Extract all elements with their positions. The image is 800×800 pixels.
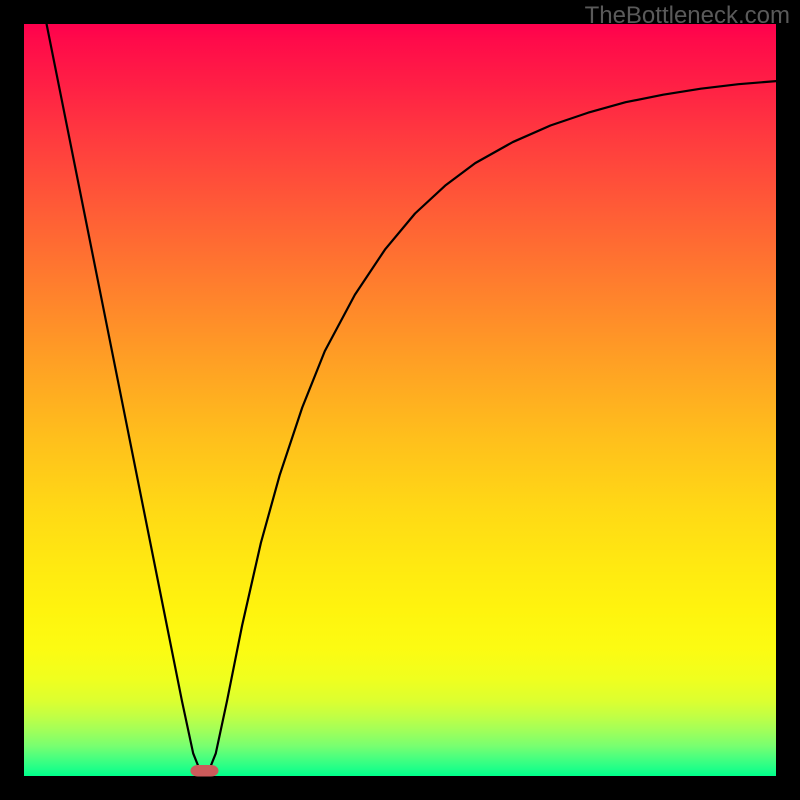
plot-background	[24, 24, 776, 776]
chart-container: { "watermark": { "text": "TheBottleneck.…	[0, 0, 800, 800]
watermark-text: TheBottleneck.com	[585, 2, 790, 30]
bottleneck-curve-chart	[0, 0, 800, 800]
optimal-marker	[191, 765, 218, 776]
